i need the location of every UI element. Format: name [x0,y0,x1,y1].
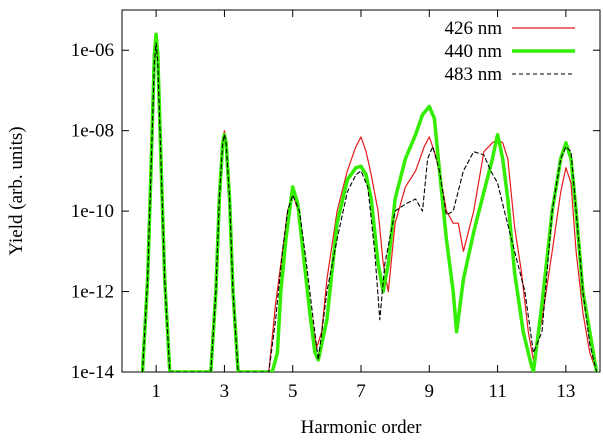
y-tick-label: 1e-10 [71,201,114,222]
x-axis-label: Harmonic order [301,417,422,438]
y-tick-label: 1e-08 [71,121,114,142]
y-tick-label: 1e-12 [71,282,114,303]
x-tick-label: 3 [220,381,230,402]
y-axis-label: Yield (arb. units) [6,126,27,255]
x-tick-label: 9 [425,381,435,402]
legend-label: 440 nm [444,41,502,62]
y-tick-label: 1e-06 [71,40,114,61]
x-tick-label: 1 [151,381,161,402]
plot-area [140,32,599,372]
legend-label: 426 nm [444,18,502,39]
series-line-1 [141,46,598,372]
y-tick-label: 1e-14 [71,362,115,383]
x-tick-label: 7 [356,381,366,402]
x-tick-label: 11 [488,381,506,402]
plot-frame [121,9,601,373]
x-tick-label: 13 [556,381,575,402]
legend-label: 483 nm [444,64,502,85]
series-line-3 [141,42,598,372]
x-tick-label: 5 [288,381,298,402]
